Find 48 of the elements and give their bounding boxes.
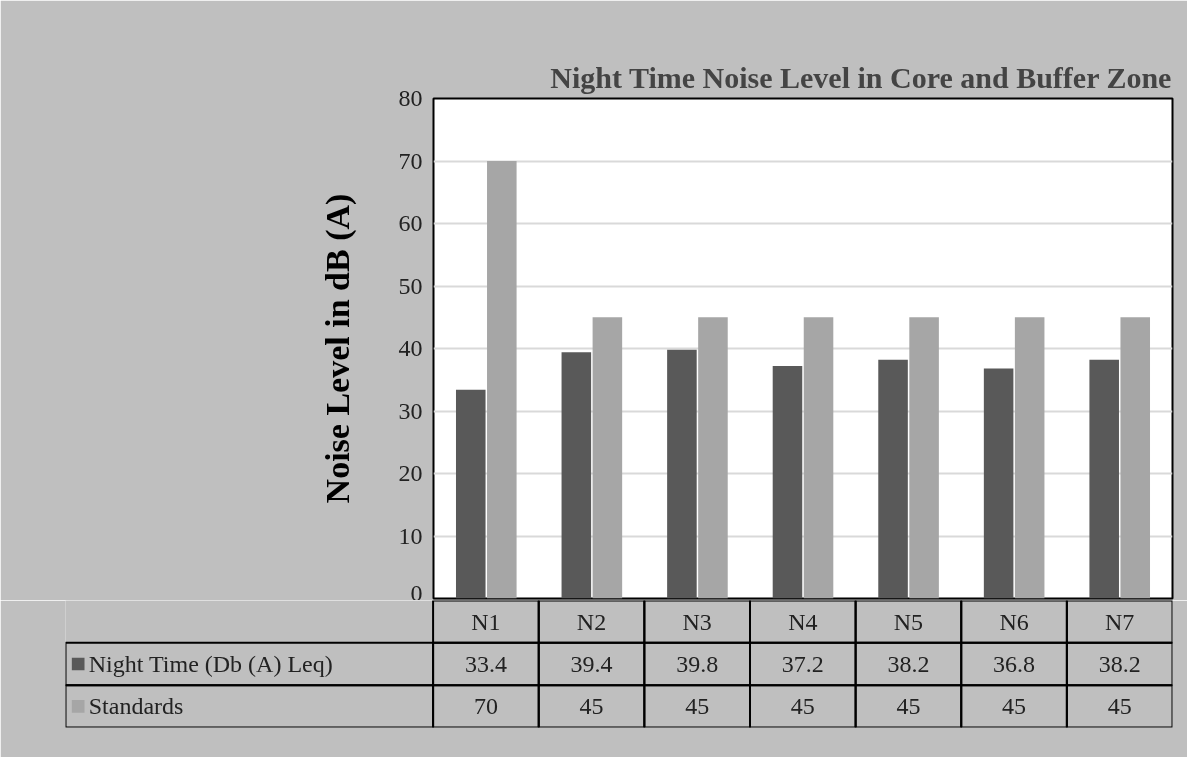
x-tick-label: N6 bbox=[999, 608, 1029, 635]
bar bbox=[1014, 317, 1045, 599]
bar bbox=[487, 161, 517, 599]
bar bbox=[878, 359, 908, 599]
data-label: 37.2 bbox=[781, 650, 824, 677]
bar bbox=[455, 389, 486, 599]
chart-title: Night Time Noise Level in Core and Buffer Zone bbox=[550, 60, 1172, 94]
bar bbox=[803, 317, 834, 599]
data-label: 70 bbox=[473, 692, 498, 719]
x-tick-label: N4 bbox=[788, 608, 818, 635]
data-label: 39.4 bbox=[570, 650, 613, 677]
legend-label: Night Time (Db (A) Leq) bbox=[88, 651, 333, 677]
y-tick-label: 80 bbox=[398, 85, 423, 111]
bar bbox=[698, 317, 728, 599]
bar bbox=[983, 368, 1014, 599]
data-label: 33.4 bbox=[464, 650, 507, 677]
x-tick-label: N5 bbox=[893, 608, 924, 635]
bar bbox=[561, 352, 592, 599]
data-label: 38.2 bbox=[1098, 650, 1141, 677]
bar bbox=[592, 317, 623, 599]
x-tick-label: N1 bbox=[471, 608, 501, 635]
bar bbox=[1120, 317, 1151, 599]
bar bbox=[667, 349, 697, 599]
bar bbox=[909, 317, 939, 599]
y-tick-label: 20 bbox=[398, 460, 423, 486]
data-label: 45 bbox=[579, 692, 604, 719]
y-tick-label: 70 bbox=[398, 147, 423, 174]
y-tick-label: 40 bbox=[398, 335, 423, 361]
x-tick-label: N3 bbox=[682, 608, 712, 635]
data-label: 36.8 bbox=[993, 650, 1036, 677]
y-tick-label: 30 bbox=[398, 397, 423, 424]
data-label: 39.8 bbox=[676, 650, 719, 677]
data-label: 38.2 bbox=[887, 650, 930, 677]
x-tick-label: N7 bbox=[1105, 608, 1135, 635]
data-label: 45 bbox=[790, 692, 815, 719]
data-label: 45 bbox=[1002, 692, 1027, 719]
data-label: 45 bbox=[685, 692, 710, 719]
y-tick-label: 0 bbox=[410, 579, 423, 606]
y-tick-label: 50 bbox=[398, 272, 423, 299]
y-tick-label: 10 bbox=[398, 522, 423, 549]
legend-label: Standards bbox=[88, 693, 184, 720]
data-label: 45 bbox=[1107, 692, 1132, 719]
bar bbox=[772, 366, 803, 599]
data-label: 45 bbox=[896, 692, 921, 719]
y-axis-title: Noise Level in dB (A) bbox=[318, 193, 357, 504]
y-tick-label: 60 bbox=[398, 210, 423, 236]
x-tick-label: N2 bbox=[576, 608, 607, 635]
bar bbox=[1089, 359, 1119, 599]
